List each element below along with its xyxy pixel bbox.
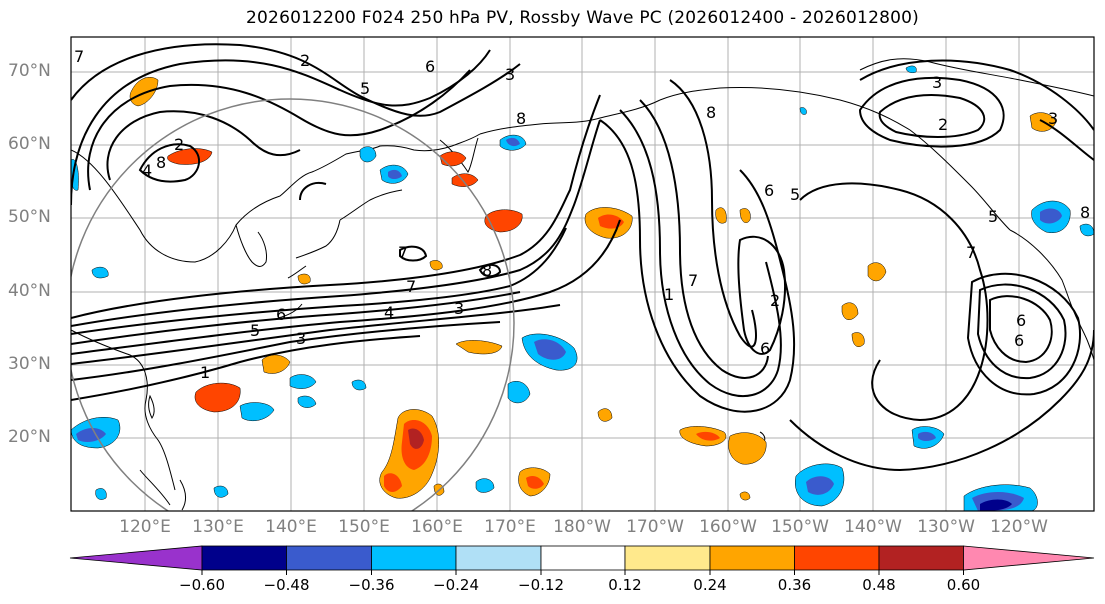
colorbar-extend-high <box>963 545 1095 571</box>
contour-label: 2 <box>174 135 184 154</box>
colorbar <box>69 545 1095 571</box>
lat-label: 20°N <box>8 427 51 447</box>
trough-east <box>799 182 989 422</box>
contour-label: 7 <box>688 271 698 290</box>
colorbar-segment <box>878 545 964 571</box>
colorbar-tick-label: −0.36 <box>348 576 395 594</box>
alaska-coast <box>659 87 1011 231</box>
lon-label: 120°E <box>119 517 171 537</box>
contour-label: 7 <box>966 243 976 262</box>
na-west-coast <box>1009 229 1094 361</box>
contour-label: 7 <box>406 277 416 296</box>
contour-label: 3 <box>1048 109 1058 128</box>
lon-label: 160°W <box>699 517 757 537</box>
contour-label: 8 <box>482 261 492 280</box>
lon-label: 140°W <box>844 517 902 537</box>
lat-label: 30°N <box>8 354 51 374</box>
lon-label: 160°E <box>411 517 463 537</box>
lat-label: 70°N <box>8 61 51 81</box>
shading-negative <box>71 65 1094 511</box>
asia-coast <box>71 133 481 263</box>
contour-label: 5 <box>360 79 370 98</box>
contour-label: 6 <box>276 305 286 324</box>
trough-central <box>599 119 796 413</box>
map-title: 2026012200 F024 250 hPa PV, Rossby Wave … <box>246 8 919 28</box>
colorbar-tick-label: −0.60 <box>179 576 225 594</box>
contour-label: 6 <box>425 57 435 76</box>
na-north <box>859 58 1094 97</box>
contour-label: 3 <box>932 73 942 92</box>
china-coast <box>71 329 176 491</box>
lon-label: 180°W <box>553 517 611 537</box>
contour-label: 3 <box>454 299 464 318</box>
taiwan <box>148 394 155 419</box>
pv-contours <box>71 43 1094 472</box>
map-frame <box>70 36 1095 512</box>
colorbar-tick-label: 0.36 <box>777 576 812 594</box>
ridge-north <box>71 43 521 117</box>
graticule <box>71 37 1094 511</box>
contour-label: 7 <box>74 47 84 66</box>
lon-label: 150°E <box>338 517 390 537</box>
colorbar-segment <box>540 545 626 571</box>
kurils <box>339 189 403 221</box>
contour-label: 6 <box>1014 331 1024 350</box>
contour-label: 1 <box>200 363 210 382</box>
colorbar-segment <box>455 545 542 571</box>
philippines <box>139 469 187 511</box>
lat-label: 60°N <box>8 134 51 154</box>
colorbar-segment <box>794 545 880 571</box>
contour-label: 6 <box>1016 311 1026 330</box>
lat-label: 50°N <box>8 207 51 227</box>
contour-label: 3 <box>505 65 515 84</box>
contour-label: 1 <box>664 285 674 304</box>
colorbar-tick-label: −0.48 <box>263 576 310 594</box>
lon-label: 150°W <box>771 517 829 537</box>
colorbar-tick-label: 0.24 <box>693 576 727 594</box>
contour-label: 8 <box>516 109 526 128</box>
colorbar-segment <box>201 545 287 571</box>
korea-coast <box>235 224 267 267</box>
contour-label: 7 <box>398 243 408 262</box>
japan-coast <box>277 219 341 319</box>
contour-label: 6 <box>760 339 770 358</box>
contour-labels: 7 2 6 5 3 8 3 8 2 3 2 4 8 7 8 7 4 3 6 5 … <box>74 47 1090 382</box>
contour-label: 4 <box>384 303 394 322</box>
contour-label: 2 <box>300 51 310 70</box>
colorbar-tick-label: −0.12 <box>518 576 564 594</box>
contour-label: 5 <box>790 185 800 204</box>
ridge-northeast <box>858 76 1005 148</box>
contour-label: 8 <box>1080 203 1090 222</box>
contour-label: 2 <box>938 115 948 134</box>
lon-label: 170°E <box>484 517 536 537</box>
kamchatka-coast <box>439 137 479 173</box>
highlight-circle <box>71 98 515 511</box>
contour-label: 6 <box>764 181 774 200</box>
lat-label: 40°N <box>8 281 51 301</box>
colorbar-segment <box>371 545 457 571</box>
contour-label: 2 <box>770 291 780 310</box>
lon-label: 140°E <box>265 517 317 537</box>
colorbar-segment <box>709 545 795 571</box>
lon-label: 170°W <box>626 517 684 537</box>
colorbar-segment <box>624 545 711 571</box>
contour-label: 8 <box>706 103 716 122</box>
lon-label: 120°W <box>990 517 1048 537</box>
contour-label: 5 <box>250 321 260 340</box>
contour-label: 8 <box>156 153 166 172</box>
colorbar-tick-label: 0.48 <box>862 576 896 594</box>
contour-label: 5 <box>988 207 998 226</box>
aleutians <box>479 99 661 135</box>
lon-label: 130°E <box>192 517 244 537</box>
colorbar-tick-label: 0.60 <box>946 576 981 594</box>
colorbar-extend-low <box>69 545 203 571</box>
colorbar-tick-label: 0.12 <box>608 576 642 594</box>
colorbar-tick-label: −0.24 <box>433 576 479 594</box>
contour-label: 3 <box>296 329 306 348</box>
colorbar-segment <box>286 545 372 571</box>
colorbar-ticks <box>201 570 964 575</box>
lon-label: 130°W <box>917 517 975 537</box>
contour-label: 4 <box>142 161 152 180</box>
